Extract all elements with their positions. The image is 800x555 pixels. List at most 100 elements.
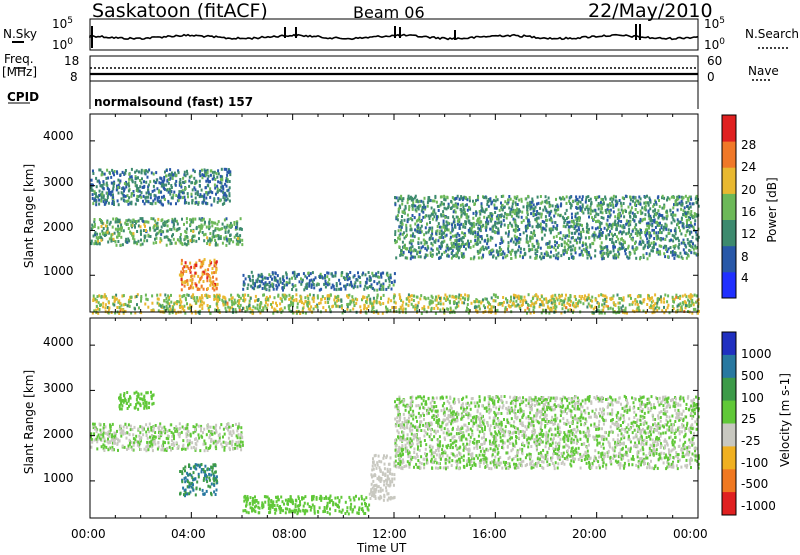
power-cell	[123, 194, 125, 197]
power-cell	[125, 195, 127, 198]
power-cell	[587, 205, 589, 208]
power-cell	[295, 293, 297, 296]
power-cell	[169, 305, 171, 308]
power-cell	[613, 249, 615, 252]
power-cell	[522, 299, 524, 302]
power-cell	[138, 171, 140, 174]
power-cell	[660, 301, 662, 304]
power-cell	[201, 300, 203, 303]
power-cell	[205, 180, 207, 183]
power-cell	[156, 196, 158, 199]
power-cell	[502, 208, 504, 211]
power-cell	[529, 240, 531, 243]
power-cell	[100, 239, 102, 242]
power-cell	[313, 300, 315, 303]
power-cell	[646, 303, 648, 306]
power-cell	[428, 215, 430, 218]
power-cell	[519, 233, 521, 236]
power-cell	[239, 240, 241, 243]
power-cell	[637, 303, 639, 306]
power-cell	[670, 246, 672, 249]
power-cell	[106, 182, 108, 185]
power-cell	[467, 308, 469, 311]
power-cell	[412, 245, 414, 248]
power-cell	[260, 301, 262, 304]
power-cell	[684, 294, 686, 297]
power-cell	[395, 306, 397, 309]
power-cell	[427, 201, 429, 204]
power-cell	[176, 300, 178, 303]
power-cell	[529, 204, 531, 207]
power-cell	[622, 210, 624, 213]
power-cell	[96, 185, 98, 188]
power-cell	[598, 195, 600, 198]
power-cell	[678, 226, 680, 229]
power-cell	[103, 227, 105, 230]
power-cell	[93, 235, 95, 238]
power-cell	[99, 181, 101, 184]
power-cell	[479, 250, 481, 253]
power-cell	[507, 199, 509, 202]
power-cell	[502, 296, 504, 299]
power-cell	[451, 257, 453, 260]
power-cell	[100, 236, 102, 239]
power-cell	[163, 184, 165, 187]
power-cell	[593, 218, 595, 221]
power-cell	[598, 220, 600, 223]
power-cell	[336, 288, 338, 291]
power-cell	[179, 236, 181, 239]
power-cell	[518, 297, 520, 300]
power-cell	[588, 302, 590, 305]
power-cell	[167, 300, 169, 303]
power-cell	[663, 306, 665, 309]
power-cell	[397, 199, 399, 202]
power-cell	[607, 249, 609, 252]
power-cell	[172, 306, 174, 309]
power-cell	[282, 275, 284, 278]
power-cell	[598, 305, 600, 308]
power-cell	[189, 262, 191, 265]
power-cell	[515, 251, 517, 254]
power-cell	[411, 199, 413, 202]
power-cell	[147, 176, 149, 179]
power-cell	[327, 301, 329, 304]
power-cell	[359, 284, 361, 287]
power-cell	[492, 256, 494, 259]
power-cell	[491, 237, 493, 240]
power-cell	[597, 213, 599, 216]
power-cell	[598, 294, 600, 297]
power-cell	[267, 298, 269, 301]
power-cell	[313, 294, 315, 297]
power-cell	[688, 207, 690, 210]
power-cell	[156, 179, 158, 182]
power-cell	[588, 236, 590, 239]
power-cell	[117, 199, 119, 202]
power-cell	[476, 243, 478, 246]
power-cell	[228, 170, 230, 173]
power-cell	[618, 297, 620, 300]
power-cell	[403, 231, 405, 234]
power-cell	[178, 190, 180, 193]
power-cell	[194, 170, 196, 173]
power-cell	[460, 195, 462, 198]
power-cell	[590, 212, 592, 215]
power-cell	[272, 285, 274, 288]
power-cell	[215, 193, 217, 196]
power-cell	[291, 297, 293, 300]
power-cell	[549, 255, 551, 258]
power-cell	[405, 256, 407, 259]
power-cell	[379, 288, 381, 291]
power-cell	[620, 238, 622, 241]
power-cell	[695, 197, 697, 200]
power-cell	[112, 193, 114, 196]
power-cell	[279, 302, 281, 305]
power-cell	[625, 307, 627, 310]
power-cell	[411, 228, 413, 231]
power-cell	[685, 215, 687, 218]
power-cell	[105, 225, 107, 228]
power-cell	[434, 200, 436, 203]
power-cell	[669, 209, 671, 212]
power-cell	[306, 282, 308, 285]
power-cell	[141, 169, 143, 172]
power-cell	[102, 180, 104, 183]
